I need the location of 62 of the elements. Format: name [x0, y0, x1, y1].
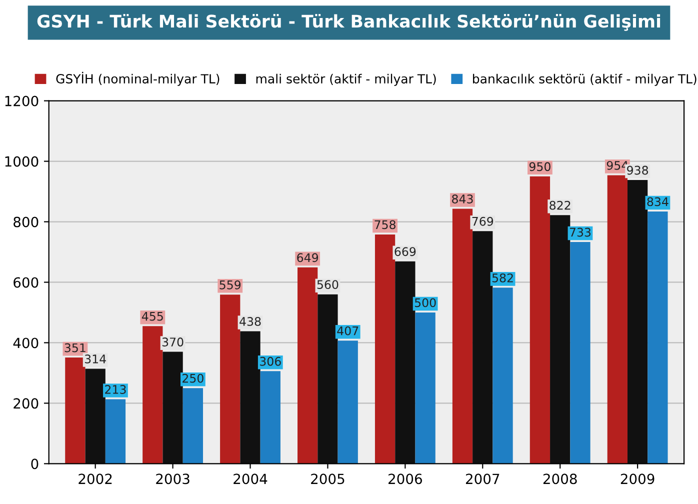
- x-tick-label: 2007: [466, 474, 500, 484]
- x-tick-label: 2003: [156, 474, 190, 484]
- data-label: 950: [529, 162, 550, 172]
- data-label: 250: [182, 374, 204, 383]
- bar: [472, 231, 493, 464]
- bar: [607, 175, 628, 464]
- data-label: 733: [570, 228, 591, 237]
- x-tick-label: 2005: [311, 474, 344, 484]
- bar: [318, 294, 338, 464]
- data-label: 306: [260, 356, 281, 366]
- data-label: 314: [84, 354, 106, 364]
- y-tick-label: 1000: [5, 156, 38, 167]
- data-label: 834: [647, 197, 668, 206]
- data-label: 669: [394, 247, 416, 256]
- bar: [240, 331, 260, 464]
- legend-label: GSYİH (nominal-milyar TL): [56, 72, 220, 86]
- bar: [182, 388, 204, 464]
- data-label: 370: [162, 338, 184, 346]
- data-label: 407: [337, 326, 358, 336]
- data-label: 769: [472, 216, 494, 226]
- bar: [570, 242, 590, 464]
- y-tick-label: 0: [31, 458, 38, 470]
- bar: [530, 176, 550, 464]
- x-tick-label: 2006: [388, 474, 422, 484]
- bar: [452, 208, 473, 464]
- y-tick-label: 200: [14, 398, 38, 409]
- bar: [260, 371, 280, 464]
- y-tick-label: 800: [14, 216, 38, 228]
- bar: [395, 261, 416, 464]
- bar: [550, 215, 570, 464]
- data-label: 500: [414, 298, 436, 308]
- x-tick-label: 2008: [543, 474, 577, 484]
- data-label: 582: [492, 273, 513, 282]
- bar: [142, 326, 163, 464]
- y-tick-label: 1200: [5, 96, 38, 106]
- bar: [338, 340, 358, 464]
- data-label: 213: [105, 385, 126, 394]
- bar: [627, 180, 648, 464]
- data-label: 822: [550, 200, 570, 210]
- bar: [105, 399, 126, 464]
- x-tick-label: 2004: [234, 474, 268, 484]
- data-label: 455: [142, 312, 163, 321]
- x-tick-label: 2002: [78, 474, 112, 484]
- y-tick-label: 400: [13, 338, 38, 348]
- chart-title: GSYH - Türk Mali Sektörü - Türk Bankacılık Sektörü’nün Gelişimi: [37, 14, 660, 31]
- data-label: 938: [627, 166, 648, 175]
- bar: [162, 352, 183, 464]
- data-label: 559: [220, 280, 241, 290]
- y-tick-label: 600: [14, 277, 38, 288]
- data-label: 351: [64, 343, 86, 352]
- bar: [65, 358, 86, 464]
- legend-label: bankacılık sektörü (aktif - milyar TL): [473, 74, 696, 86]
- x-tick-label: 2009: [620, 474, 654, 484]
- data-label: 758: [374, 220, 396, 230]
- legend-label: mali sektör (aktif - milyar TL): [256, 74, 436, 86]
- bar: [492, 288, 513, 464]
- data-label: 560: [317, 280, 338, 290]
- bar: [220, 294, 240, 464]
- data-label: 843: [452, 194, 473, 204]
- data-label: 438: [240, 316, 261, 326]
- data-label: 649: [297, 253, 318, 262]
- bar: [85, 368, 106, 464]
